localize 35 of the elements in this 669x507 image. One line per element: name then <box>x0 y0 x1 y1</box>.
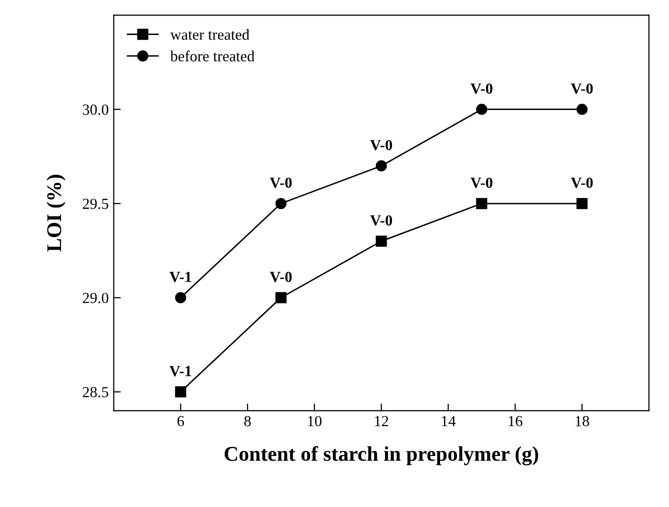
x-tick-label: 12 <box>375 416 388 426</box>
point <box>576 104 588 115</box>
annotation: V-0 <box>570 178 593 188</box>
y-axis-title: LOI (%) <box>46 174 66 252</box>
x-tick-label: 6 <box>177 416 184 426</box>
x-axis-title: Content of starch in prepolymer (g) <box>224 446 538 466</box>
legend-label: water treated <box>170 29 250 40</box>
point <box>175 386 186 398</box>
y-tick-label: 29.0 <box>82 292 108 304</box>
x-tick-label: 14 <box>442 416 456 426</box>
annotation: V-1 <box>169 366 192 376</box>
annotation: V-0 <box>270 178 292 188</box>
point <box>275 198 287 210</box>
point <box>576 198 588 210</box>
x-tick-label: 10 <box>308 416 322 426</box>
annotation: V-0 <box>370 140 392 150</box>
y-tick-label: 30.0 <box>82 104 108 115</box>
annotation: V-0 <box>470 83 492 94</box>
annotation: V-0 <box>270 272 292 282</box>
x-tick-label: 8 <box>244 416 251 426</box>
point <box>175 292 186 304</box>
annotation: V-0 <box>470 178 492 188</box>
y-tick-label: 29.5 <box>82 198 108 210</box>
point <box>376 236 387 247</box>
annotation: V-0 <box>370 215 392 226</box>
y-tick-label: 28.5 <box>82 386 108 398</box>
annotation: V-0 <box>570 83 593 94</box>
legend-label: before treated <box>170 50 254 62</box>
point <box>376 160 387 172</box>
point <box>275 292 287 304</box>
x-tick-label: 18 <box>576 416 590 426</box>
point <box>476 104 488 115</box>
point <box>476 198 488 210</box>
x-tick-label: 16 <box>508 416 522 426</box>
annotation: V-1 <box>169 272 192 282</box>
